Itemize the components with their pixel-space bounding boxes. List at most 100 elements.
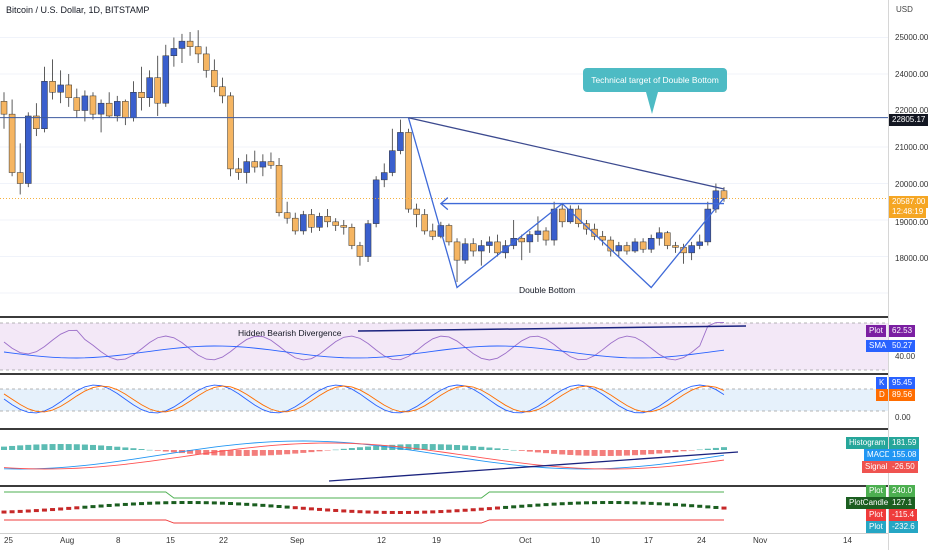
candle-body [591, 228, 598, 237]
double-bottom-label[interactable]: Double Bottom [519, 285, 576, 295]
macd-histogram-bar [365, 446, 372, 450]
target-callout[interactable]: Technical target of Double Bottom [583, 68, 727, 92]
candle-body [57, 84, 64, 93]
macd-histogram-bar [672, 450, 679, 453]
candle-body [49, 81, 56, 93]
macd-histogram-bar [704, 448, 711, 450]
macd-histogram-bar [324, 450, 331, 451]
plotcandle-bar [373, 510, 379, 514]
macd-histogram-bar [648, 450, 655, 455]
candle-body [211, 70, 218, 88]
plotcandle-bar [664, 502, 670, 506]
macd-histogram-bar [146, 449, 153, 451]
custom-plot1-label: Plot [866, 485, 886, 497]
custom-plot3-label: Plot [866, 521, 886, 533]
time-axis-border [0, 533, 888, 534]
macd-histogram-bar [680, 450, 687, 452]
macd-histogram-bar [591, 450, 598, 456]
rsi-band [0, 323, 888, 370]
stoch-k-value: 95.45 [889, 377, 916, 389]
plotcandle-bar [341, 509, 347, 513]
macd-histogram-bar [332, 449, 339, 451]
plotcandle-bar [317, 507, 323, 511]
macd-histogram-bar [534, 450, 541, 453]
plotcandle-bar [640, 501, 646, 505]
divergence-trendline [357, 325, 747, 332]
time-tick: Oct [519, 536, 532, 545]
candle-body [550, 208, 558, 241]
candle-body [639, 241, 647, 250]
macd-histogram-bar [518, 450, 525, 451]
macd-histogram-bar [154, 450, 161, 451]
macd-histogram-bar [559, 450, 566, 455]
macd-histogram-bar [478, 446, 485, 450]
candle-body [275, 165, 283, 213]
macd-histogram-bar [599, 450, 606, 456]
price-panel-separator [0, 316, 888, 318]
time-tick: Aug [60, 536, 75, 545]
plotcandle-bar [592, 501, 598, 505]
macd-histogram-bar [122, 447, 129, 450]
macd-histogram-bar [138, 449, 145, 450]
candle-body [291, 217, 299, 232]
custom-plot2-label: Plot [866, 509, 886, 521]
plotcandle-bar [58, 507, 64, 511]
candle-body [421, 214, 428, 232]
plotcandle-bar [681, 503, 687, 507]
plotcandle-bar [33, 509, 39, 513]
candle-body [146, 77, 153, 98]
candle-body [33, 115, 40, 129]
macd-histogram-bar [712, 447, 719, 450]
time-tick: 12 [377, 536, 386, 545]
plotcandle-bar [535, 503, 541, 507]
macd-histogram-bar [356, 447, 363, 450]
time-tick: 8 [116, 536, 121, 545]
bar-countdown: 12:48:19 [889, 206, 927, 218]
macd-histogram-bar [219, 450, 226, 456]
candle-body [8, 113, 16, 173]
callout-pointer [646, 92, 658, 114]
plotcandle-bar [705, 505, 711, 509]
plotcandle-bar [656, 502, 662, 506]
macd-line-value: 155.08 [889, 449, 920, 461]
candle-body [283, 212, 291, 219]
candle-body [380, 172, 388, 181]
macd-histogram-bar [381, 445, 388, 450]
plotcandle-bar [624, 501, 630, 505]
rsi-sma-label: SMA [866, 340, 890, 352]
divergence-label[interactable]: Hidden Bearish Divergence [238, 328, 342, 338]
descending-trendline [408, 117, 725, 190]
macd-histogram-bar [267, 450, 274, 456]
candle-body [41, 81, 48, 130]
plotcandle-bar [155, 501, 161, 505]
plotcandle-bar [494, 506, 500, 510]
macd-histogram-bar [33, 444, 40, 450]
plotcandle-bar [575, 501, 581, 505]
symbol-title[interactable]: Bitcoin / U.S. Dollar, 1D, BITSTAMP [6, 5, 150, 15]
plotcandle-bar [1, 510, 7, 514]
stoch-band [0, 389, 888, 411]
macd-histogram-bar [583, 450, 590, 456]
plotcandle-bar [203, 501, 209, 505]
candle-body [202, 53, 210, 71]
plotcandle-bar [308, 507, 314, 511]
candle-body [219, 86, 226, 97]
plotcandle-bar [470, 508, 476, 512]
plotcandle-bar [689, 504, 695, 508]
candle-body [251, 161, 259, 168]
candle-body [16, 172, 24, 184]
plotcandle-bar [405, 510, 411, 514]
plotcandle-bar [147, 501, 153, 505]
candle-body [389, 150, 396, 173]
macd-histogram-bar [494, 448, 501, 450]
macd-histogram-bar [688, 450, 695, 451]
macd-histogram-bar [114, 446, 121, 450]
plotcandle-bar [422, 510, 428, 514]
rsi-plot-label: Plot [866, 325, 886, 337]
candle-body [445, 225, 453, 243]
macd-histogram-bar [9, 445, 16, 450]
price-tick: 24000.00 [895, 70, 929, 79]
macd-histogram-bar [187, 450, 194, 454]
